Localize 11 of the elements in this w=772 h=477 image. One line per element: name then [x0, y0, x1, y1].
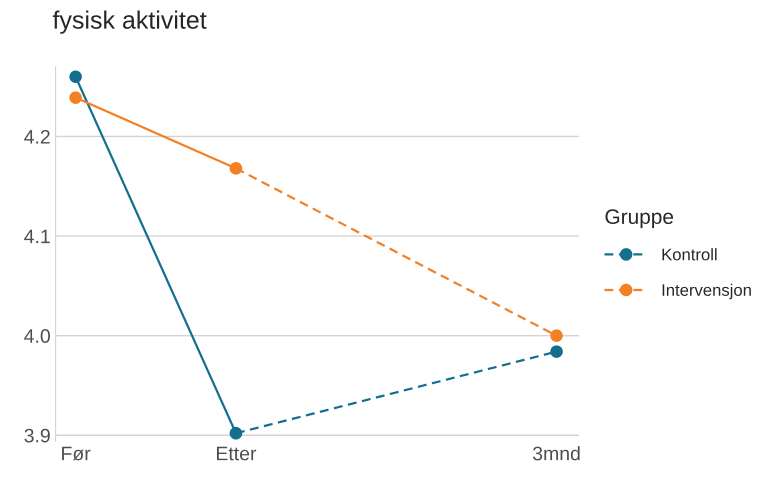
- x-tick-label: 3mnd: [532, 446, 580, 460]
- y-tick-label: 4.1: [24, 230, 50, 244]
- legend-label: Kontroll: [662, 248, 717, 260]
- legend-label: Intervensjon: [662, 284, 751, 300]
- y-tick-label: 3.9: [24, 428, 50, 442]
- y-tick-label: 4.2: [24, 130, 50, 144]
- x-tick-label: Etter: [217, 446, 256, 460]
- x-tick-label: Før: [62, 446, 90, 461]
- legend-title: Gruppe: [606, 209, 674, 228]
- y-tick-label: 4.0: [24, 329, 50, 343]
- chart-title: fysisk aktivitet: [52, 10, 207, 34]
